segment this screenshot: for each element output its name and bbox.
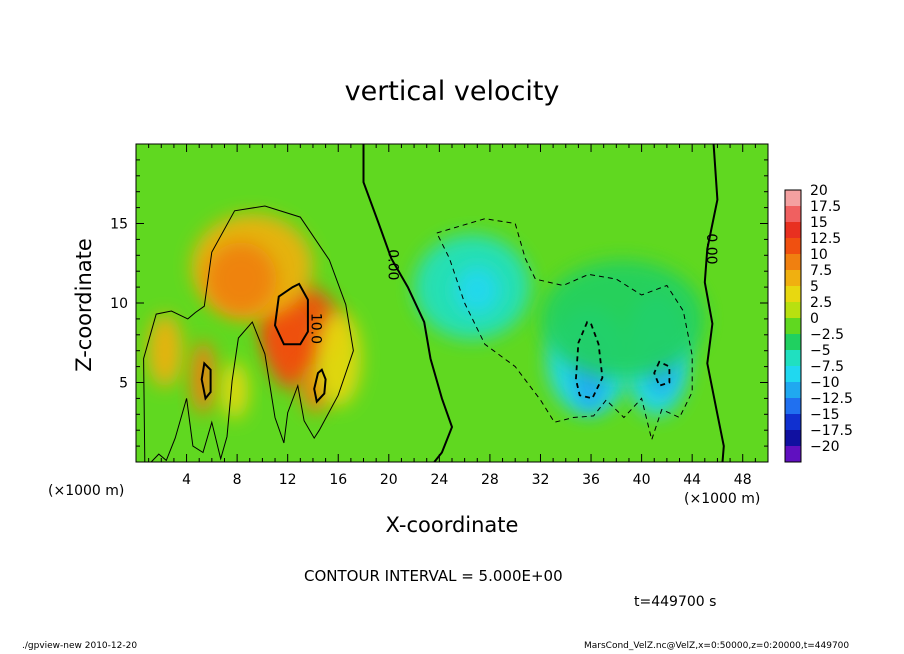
contour-interval-label: CONTOUR INTERVAL = 5.000E+00 (304, 567, 563, 585)
x-tick-label: 48 (734, 472, 752, 488)
positive-contour-line (273, 282, 309, 346)
field-anomaly (205, 242, 277, 316)
field-anomaly (454, 266, 501, 315)
zero-contour-line (362, 144, 454, 462)
x-tick-label: 40 (633, 472, 651, 488)
colorbar-swatch (785, 366, 801, 383)
zero-contour-line (703, 144, 725, 462)
colorbar-swatch (785, 190, 801, 207)
field-anomaly (540, 260, 705, 378)
colorbar-label: 15 (810, 215, 828, 231)
colorbar-label: −5 (810, 343, 831, 359)
x-tick-label: 16 (329, 472, 347, 488)
colorbar-label: −15 (810, 407, 840, 423)
x-tick-label: 20 (380, 472, 398, 488)
x-tick-label: 12 (279, 472, 297, 488)
positive-contour-line (143, 205, 354, 462)
chart-title: vertical velocity (344, 76, 560, 107)
x-axis-label: X-coordinate (385, 513, 519, 537)
colorbar-label: −2.5 (810, 327, 844, 343)
x-tick-label: 32 (532, 472, 550, 488)
contour-label: 0.00 (385, 249, 401, 280)
y-axis-label: Z-coordinate (72, 238, 96, 372)
colorbar-swatch (785, 398, 801, 415)
colorbar-swatch (785, 334, 801, 351)
colorbar-swatch (785, 238, 801, 255)
time-label: t=449700 s (634, 594, 717, 610)
colorbar-swatch (785, 254, 801, 271)
field-anomaly (190, 341, 216, 415)
colorbar-swatch (785, 350, 801, 367)
colorbar-label: 5 (810, 279, 819, 295)
footer-program-label: ./gpview-new 2010-12-20 (22, 641, 138, 651)
colorbar-swatch (785, 414, 801, 431)
x-tick-label: 24 (430, 472, 448, 488)
colorbar-label: −7.5 (810, 359, 844, 375)
x-tick-label: 4 (182, 472, 191, 488)
x-tick-label: 44 (683, 472, 701, 488)
x-unit-label-right: (×1000 m) (684, 491, 761, 507)
contour-label: 10.0 (307, 313, 323, 344)
contour-label: 0.00 (703, 233, 719, 264)
positive-contour-line (313, 368, 327, 404)
x-tick-label: 28 (481, 472, 499, 488)
colorbar-label: −17.5 (810, 423, 853, 439)
x-tick-label: 36 (582, 472, 600, 488)
colorbar-label: 12.5 (810, 231, 841, 247)
y-tick-label: 5 (119, 376, 128, 392)
colorbar-label: 2.5 (810, 295, 832, 311)
colorbar-swatch (785, 286, 801, 303)
colorbar-label: −20 (810, 439, 840, 455)
colorbar-swatch (785, 430, 801, 447)
field-anomaly (315, 310, 361, 407)
x-tick-label: 8 (233, 472, 242, 488)
footer-source-label: MarsCond_VelZ.nc@VelZ,x=0:50000,z=0:2000… (584, 641, 850, 651)
colorbar-swatch (785, 270, 801, 287)
colorbar-swatch (785, 318, 801, 335)
colorbar-frame (784, 189, 802, 463)
negative-contour-line (436, 218, 693, 442)
colorbar-swatch (785, 222, 801, 239)
colorbar-label: 17.5 (810, 199, 841, 215)
field-layer (136, 144, 768, 462)
colorbar-label: 7.5 (810, 263, 832, 279)
positive-contour-line (200, 361, 212, 401)
colorbar-label: −10 (810, 375, 840, 391)
x-unit-label-left: (×1000 m) (48, 483, 125, 499)
colorbar-swatch (785, 206, 801, 223)
colorbar-label: 0 (810, 311, 819, 327)
field-anomaly (147, 314, 183, 388)
y-tick-label: 10 (110, 296, 128, 312)
colorbar-swatch (785, 302, 801, 319)
colorbar-label: −12.5 (810, 391, 853, 407)
colorbar-swatch (785, 446, 801, 463)
y-tick-label: 15 (110, 217, 128, 233)
colorbar-label: 10 (810, 247, 828, 263)
colorbar-label: 20 (810, 183, 828, 199)
negative-contour-line (653, 360, 671, 387)
colorbar-swatch (785, 382, 801, 399)
field-anomaly (220, 361, 249, 420)
field-anomaly (267, 306, 313, 389)
